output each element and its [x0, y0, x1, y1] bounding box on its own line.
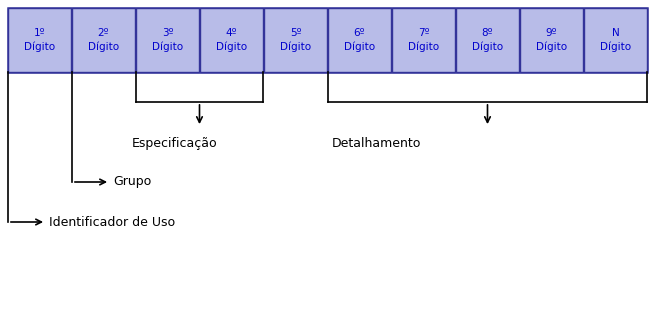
Text: 7º
Dígito: 7º Dígito	[408, 29, 439, 52]
Bar	[456, 8, 519, 72]
Text: Detalhamento: Detalhamento	[332, 137, 421, 150]
Bar	[8, 8, 71, 72]
Text: Especificação: Especificação	[132, 137, 218, 150]
Bar	[200, 8, 263, 72]
Text: 3º
Dígito: 3º Dígito	[152, 29, 183, 52]
Bar	[520, 8, 583, 72]
Bar	[392, 8, 455, 72]
Text: 9º
Dígito: 9º Dígito	[536, 29, 567, 52]
Bar	[72, 8, 135, 72]
Text: 8º
Dígito: 8º Dígito	[472, 29, 503, 52]
Text: Identificador de Uso: Identificador de Uso	[49, 216, 175, 229]
Bar	[136, 8, 199, 72]
Text: 2º
Dígito: 2º Dígito	[88, 29, 119, 52]
Text: 5º
Dígito: 5º Dígito	[280, 29, 311, 52]
Bar	[264, 8, 327, 72]
Text: 4º
Dígito: 4º Dígito	[216, 29, 247, 52]
Bar	[328, 8, 391, 72]
Text: Grupo: Grupo	[113, 176, 151, 189]
Bar	[8, 8, 647, 72]
Text: N
Dígito: N Dígito	[600, 29, 631, 52]
Text: 1º
Dígito: 1º Dígito	[24, 29, 55, 52]
Bar	[584, 8, 647, 72]
Text: 6º
Dígito: 6º Dígito	[344, 29, 375, 52]
